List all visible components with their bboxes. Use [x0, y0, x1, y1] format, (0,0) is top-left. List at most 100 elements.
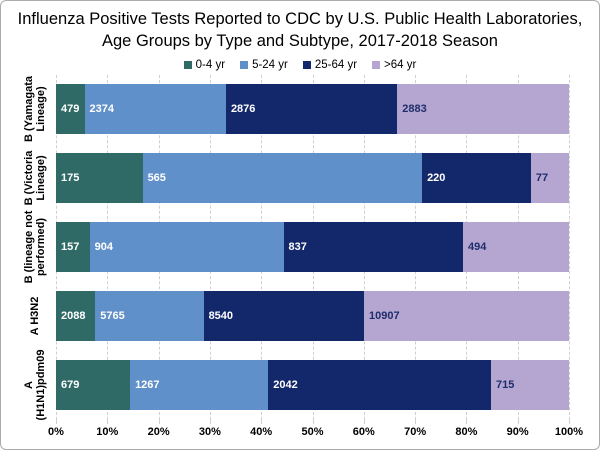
x-axis-tick-label: 90%	[506, 425, 529, 438]
value-label: 175	[61, 172, 80, 185]
category-label-cell: B (Yamagata Lineage)	[13, 75, 56, 144]
bar-segment: 2374	[84, 84, 226, 135]
category-label-cell: A (H1N1)pdm09	[13, 349, 56, 421]
value-label: 715	[496, 379, 515, 392]
bar-segment: 5765	[95, 291, 204, 342]
x-axis-tick-label: 80%	[455, 425, 478, 438]
chart-body: B (Yamagata Lineage) B (Victoria Lineage) B …	[13, 74, 599, 444]
bar-rows: 479 2374 2876 2883 175 565 220 77 157 904 837 494 20…	[56, 75, 569, 420]
value-label: 220	[427, 172, 446, 185]
value-label: 157	[61, 241, 80, 254]
x-axis-tick-label: 60%	[352, 425, 375, 438]
category-label: A H3N2	[28, 296, 41, 336]
legend: 0-4 yr 5-24 yr 25-64 yr >64 yr	[1, 57, 599, 73]
x-axis-tick-label: 100%	[554, 425, 584, 438]
x-axis-tick	[569, 419, 570, 424]
x-axis-tick	[363, 419, 365, 424]
x-axis-tick-label: 20%	[147, 425, 170, 438]
stacked-bar: 2088 5765 8540 10907	[56, 291, 569, 342]
gridline	[569, 74, 570, 420]
value-label: 565	[147, 172, 166, 185]
legend-label: 25-64 yr	[314, 58, 358, 71]
category-label: B (lineage not performed)	[22, 210, 47, 284]
bar-segment: 2088	[56, 291, 96, 342]
legend-label: >64 yr	[384, 58, 417, 71]
category-label: B (Yamagata Lineage)	[22, 76, 47, 143]
legend-swatch	[183, 60, 192, 69]
legend-item: 0-4 yr	[183, 58, 226, 71]
legend-item: 5-24 yr	[240, 59, 288, 71]
value-label: 837	[288, 241, 307, 254]
value-label: 494	[468, 241, 487, 254]
x-axis-tick	[415, 419, 417, 424]
chart-title: Influenza Positive Tests Reported to CDC…	[17, 10, 583, 50]
legend-item: >64 yr	[372, 59, 416, 71]
bar-segment: 220	[422, 153, 531, 204]
legend-swatch	[302, 60, 311, 69]
x-axis-tick-label: 50%	[301, 425, 324, 438]
bar-segment: 494	[463, 222, 569, 273]
category-label: B (Victoria Lineage)	[22, 150, 47, 206]
value-label: 679	[61, 379, 80, 392]
bar-segment: 837	[283, 222, 464, 273]
category-label: A (H1N1)pdm09	[22, 349, 47, 421]
x-axis: 0% 10% 20% 30% 40% 50% 60% 70% 80% 90% 100%	[48, 419, 583, 444]
legend-swatch	[240, 60, 249, 69]
legend-label: 5-24 yr	[252, 58, 288, 71]
legend-item: 25-64 yr	[302, 58, 358, 71]
bar-row: 157 904 837 494	[56, 213, 569, 282]
bar-segment: 10907	[364, 291, 569, 342]
bar-row: 479 2374 2876 2883	[56, 75, 569, 144]
value-label: 2876	[230, 103, 256, 116]
bar-segment: 2876	[225, 84, 398, 135]
plot-area: 479 2374 2876 2883 175 565 220 77 157 904 837 494 20…	[56, 74, 570, 420]
bar-row: 679 1267 2042 715	[56, 351, 569, 420]
x-axis-tick	[466, 419, 468, 424]
value-label: 2883	[402, 103, 427, 116]
bar-row: 2088 5765 8540 10907	[56, 282, 569, 351]
x-axis-tick	[261, 419, 263, 424]
value-label: 1267	[135, 379, 160, 392]
value-label: 8540	[208, 310, 234, 323]
bar-segment: 479	[56, 84, 85, 135]
stacked-bar: 157 904 837 494	[56, 222, 569, 273]
bar-segment: 715	[491, 360, 569, 411]
value-label: 479	[61, 103, 80, 116]
bar-segment: 1267	[130, 360, 269, 411]
bar-segment: 679	[56, 360, 131, 411]
bar-segment: 565	[142, 153, 423, 204]
category-label-cell: B (lineage not performed)	[13, 210, 56, 284]
bar-row: 175 565 220 77	[56, 144, 569, 213]
legend-label: 0-4 yr	[195, 58, 226, 71]
bar-segment: 77	[530, 153, 569, 204]
value-label: 77	[535, 172, 549, 185]
value-label: 904	[94, 241, 114, 254]
stacked-bar: 175 565 220 77	[56, 153, 569, 204]
value-label: 10907	[369, 310, 400, 323]
value-label: 5765	[100, 310, 125, 323]
bar-segment: 157	[56, 222, 90, 273]
value-label: 2042	[273, 379, 298, 392]
stacked-bar: 679 1267 2042 715	[56, 360, 569, 411]
plot-column: 479 2374 2876 2883 175 565 220 77 157 904 837 494 20…	[48, 74, 583, 444]
legend-swatch	[372, 60, 381, 69]
y-axis-category-labels: B (Yamagata Lineage) B (Victoria Lineage) B …	[13, 75, 56, 444]
bar-segment: 175	[56, 153, 143, 204]
x-axis-tick-label: 0%	[48, 425, 64, 438]
bar-segment: 904	[89, 222, 284, 273]
x-axis-tick	[158, 419, 160, 424]
x-axis-tick	[312, 419, 314, 424]
x-axis-tick-label: 40%	[250, 425, 273, 438]
category-label-cell: A H3N2	[13, 282, 56, 351]
bar-segment: 2042	[268, 360, 491, 411]
x-axis-tick	[56, 419, 57, 424]
x-axis-tick-label: 10%	[96, 425, 119, 438]
stacked-bar: 479 2374 2876 2883	[56, 84, 569, 135]
category-label-cell: B (Victoria Lineage)	[13, 144, 56, 213]
x-axis-tick	[107, 419, 109, 424]
x-axis-tick-label: 30%	[198, 425, 221, 438]
x-axis-tick	[517, 419, 519, 424]
x-axis-tick-label: 70%	[404, 425, 427, 438]
x-axis-tick	[209, 419, 211, 424]
